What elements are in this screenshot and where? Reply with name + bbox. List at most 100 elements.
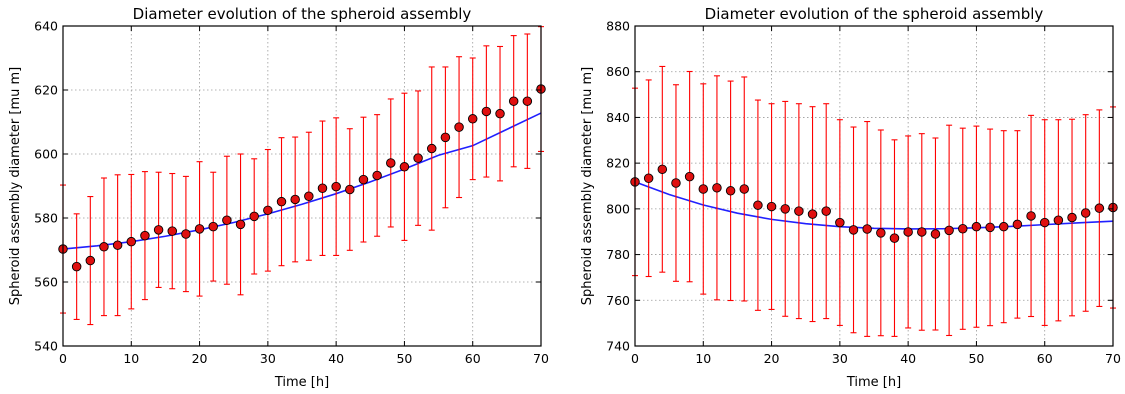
data-point <box>1012 219 1023 230</box>
y-tick-label: 640 <box>34 19 58 34</box>
data-point <box>671 178 681 188</box>
x-tick-label: 30 <box>260 351 276 366</box>
data-point <box>930 229 941 239</box>
data-point <box>99 242 109 252</box>
data-point <box>235 219 246 230</box>
chart-panel-1: 0 10 20 30 40 50 60 70 540 560 580 600 620 640 Diamete… <box>8 5 549 390</box>
data-point <box>876 228 886 238</box>
y-tick-label: 780 <box>606 247 630 262</box>
data-point <box>684 171 695 182</box>
data-point <box>889 233 900 243</box>
data-point <box>643 173 654 183</box>
data-point <box>399 162 410 172</box>
data-point <box>358 174 369 185</box>
data-point <box>1039 217 1050 228</box>
y-tick-label: 620 <box>34 83 58 98</box>
x-tick-label: 10 <box>695 351 711 366</box>
data-point <box>276 196 287 207</box>
data-point <box>753 200 763 210</box>
x-tick-label: 30 <box>832 351 848 366</box>
fit-curve <box>62 112 542 250</box>
y-tick-label: 880 <box>606 19 630 34</box>
x-tick-label: 0 <box>631 351 639 366</box>
x-tick-label: 40 <box>900 351 916 366</box>
data-point <box>71 261 82 272</box>
x-tick-label: 40 <box>328 351 344 366</box>
data-point <box>985 222 995 233</box>
data-point <box>903 227 913 237</box>
y-axis-label: Spheroid assembly diameter [mu m] <box>580 67 595 306</box>
data-point <box>495 108 505 119</box>
data-point <box>944 225 954 236</box>
data-point <box>958 223 968 234</box>
data-point <box>372 170 382 181</box>
data-point <box>835 217 845 228</box>
data-point <box>249 211 259 222</box>
axes-frame <box>634 25 1114 347</box>
data-point <box>467 114 478 124</box>
data-point <box>1067 212 1077 223</box>
x-tick-label: 70 <box>1105 351 1121 366</box>
data-point <box>821 206 831 216</box>
data-point <box>998 221 1009 232</box>
axes-frame <box>62 25 542 347</box>
x-tick-label: 70 <box>533 351 549 366</box>
data-point <box>739 184 750 194</box>
y-tick-label: 820 <box>606 156 630 171</box>
data-point <box>848 225 859 235</box>
x-tick-label: 20 <box>764 351 780 366</box>
data-point <box>345 184 355 195</box>
data-point <box>304 191 314 201</box>
y-tick-label: 860 <box>606 64 630 79</box>
y-tick-label: 840 <box>606 110 630 125</box>
fit-curve <box>634 181 1114 230</box>
x-tick-label: 50 <box>968 351 984 366</box>
data-point <box>290 194 300 205</box>
data-point <box>766 201 777 212</box>
data-point <box>917 227 927 237</box>
chart-title: Diameter evolution of the spheroid assem… <box>133 5 472 23</box>
data-point <box>725 186 736 196</box>
y-tick-label: 540 <box>34 339 58 354</box>
data-point <box>508 96 519 106</box>
data-point <box>440 132 451 143</box>
x-tick-label: 60 <box>465 351 481 366</box>
data-point <box>1094 203 1105 213</box>
chart-title: Diameter evolution of the spheroid assem… <box>705 5 1044 23</box>
data-point <box>153 225 164 235</box>
data-point <box>426 143 437 154</box>
data-point <box>1026 211 1036 221</box>
data-point <box>1053 215 1064 226</box>
data-point <box>222 215 232 225</box>
data-point <box>522 96 533 106</box>
data-point <box>85 255 96 266</box>
data-point <box>862 224 872 234</box>
y-tick-label: 740 <box>606 339 630 354</box>
y-tick-label: 600 <box>34 147 58 162</box>
data-point <box>1080 208 1091 218</box>
x-tick-label: 60 <box>1037 351 1053 366</box>
data-point <box>386 158 396 168</box>
chart-panel-2: 0 10 20 30 40 50 60 70 740 760 780 800 820 840 860 880 D… <box>580 5 1121 390</box>
data-point <box>181 229 191 239</box>
data-point <box>698 184 709 194</box>
data-point <box>712 183 722 193</box>
data-point <box>317 183 328 193</box>
data-point <box>331 181 341 192</box>
data-point <box>126 236 137 247</box>
data-point <box>971 221 982 232</box>
data-point <box>167 226 178 236</box>
data-point <box>112 240 123 250</box>
data-point <box>481 106 492 117</box>
data-point <box>454 122 464 132</box>
data-point <box>657 164 668 175</box>
x-tick-label: 10 <box>123 351 139 366</box>
x-axis-label: Time [h] <box>846 375 901 390</box>
data-point <box>263 205 273 216</box>
y-tick-label: 800 <box>606 201 630 216</box>
data-point <box>194 224 205 234</box>
x-tick-label: 20 <box>192 351 208 366</box>
data-point <box>807 209 818 219</box>
x-tick-label: 0 <box>59 351 67 366</box>
